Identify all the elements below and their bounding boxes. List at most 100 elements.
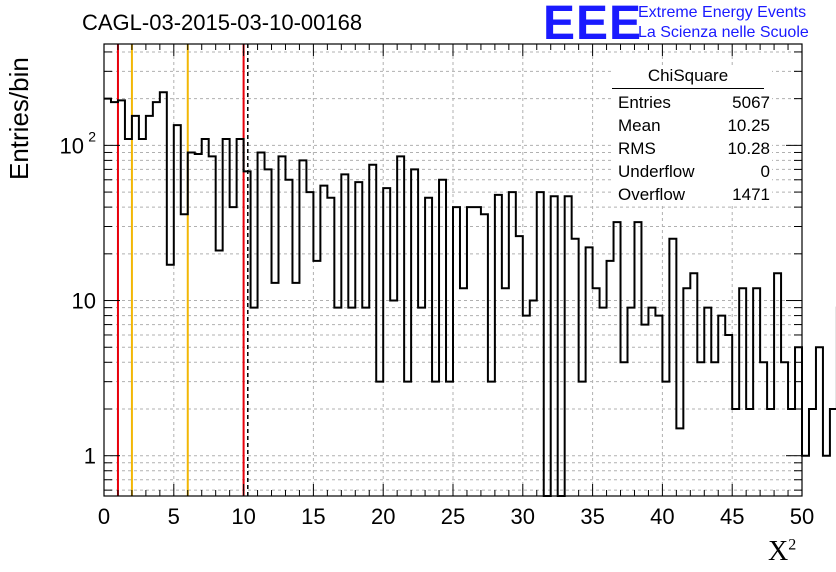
stats-title: ChiSquare (612, 66, 764, 89)
histogram-bin (732, 409, 739, 496)
stats-label: Entries (618, 93, 671, 112)
x-tick-label: 0 (98, 504, 110, 529)
histogram-bin (376, 382, 383, 496)
stats-value: 5067 (732, 93, 770, 112)
x-axis-label: X2 (768, 536, 796, 568)
logo-line-1: Extreme Energy Events (638, 4, 807, 21)
histogram-bin (334, 308, 341, 496)
histogram-bin (614, 222, 621, 496)
histogram-bin (746, 409, 753, 496)
y-tick-label: 10 (72, 289, 96, 314)
histogram-bin (292, 283, 299, 496)
histogram-bin (767, 409, 774, 496)
histogram-bin (285, 180, 292, 496)
stats-label: RMS (618, 139, 656, 158)
histogram-bin (523, 316, 530, 496)
histogram-bin (551, 196, 558, 496)
histogram-bin (502, 288, 509, 496)
histogram-bin (355, 182, 362, 496)
x-tick-label: 25 (441, 504, 465, 529)
histogram-bin (313, 261, 320, 496)
histogram-bin (704, 308, 711, 496)
histogram-bin (118, 100, 125, 496)
histogram-bin (634, 222, 641, 496)
stats-row-overflow: Overflow 1471 (612, 183, 772, 206)
histogram-bin (132, 116, 139, 496)
histogram-bin (530, 301, 537, 496)
stats-label: Underflow (618, 162, 695, 181)
histogram-bin (788, 409, 795, 496)
x-tick-label: 5 (168, 504, 180, 529)
histogram-bin (216, 251, 223, 496)
histogram-bin (579, 382, 586, 496)
histogram-bin (104, 99, 111, 496)
stats-row-underflow: Underflow 0 (612, 160, 772, 183)
histogram-bin (739, 288, 746, 496)
stats-row-entries: Entries 5067 (612, 91, 772, 114)
histogram-bin (586, 247, 593, 496)
histogram-bin (600, 308, 607, 496)
stats-box: ChiSquare Entries 5067 Mean 10.25 RMS 10.28… (612, 66, 772, 206)
histogram-bin (418, 308, 425, 496)
stats-value: 1471 (732, 185, 770, 204)
eee-logo: EEE (543, 0, 643, 50)
histogram-bin (621, 362, 628, 496)
histogram-bin (320, 186, 327, 496)
histogram-bin (628, 308, 635, 496)
x-axis-label-base: X (768, 536, 789, 567)
histogram-bin (802, 456, 809, 496)
histogram-bin (369, 165, 376, 496)
histogram-bin (474, 207, 481, 496)
x-tick-label: 35 (580, 504, 604, 529)
histogram-bin (299, 160, 306, 496)
histogram-bin (537, 192, 544, 496)
histogram-bin (662, 382, 669, 496)
histogram-bin (495, 195, 502, 496)
histogram-bin (481, 214, 488, 496)
histogram-bin (753, 288, 760, 496)
histogram-bin (272, 283, 279, 496)
histogram-bin (509, 192, 516, 496)
stats-value: 10.25 (727, 116, 770, 135)
histogram-bin (146, 116, 153, 496)
histogram-bin (593, 288, 600, 496)
x-axis-label-superscript: 2 (788, 536, 797, 554)
histogram-outline (104, 91, 836, 497)
histogram-bin (167, 265, 174, 496)
stats-label: Mean (618, 116, 661, 135)
stats-row-mean: Mean 10.25 (612, 114, 772, 137)
histogram-bin (265, 169, 272, 496)
histogram-bin (453, 207, 460, 496)
y-tick-label: 10 (60, 133, 84, 158)
x-tick-label: 40 (650, 504, 674, 529)
stats-value: 0 (760, 162, 770, 181)
histogram-bin (432, 382, 439, 496)
histogram-bin (795, 347, 802, 496)
logo-line-2: La Scienza nelle Scuole (638, 24, 809, 41)
histogram-bin (655, 316, 662, 496)
histogram-bin (251, 308, 258, 496)
x-tick-label: 10 (231, 504, 255, 529)
x-tick-label: 20 (371, 504, 395, 529)
histogram-bin (816, 347, 823, 496)
histogram-bin (390, 301, 397, 496)
y-tick-label-exponent: 2 (88, 128, 96, 144)
histogram-bin (683, 288, 690, 496)
histogram-bin (439, 180, 446, 496)
stats-label: Overflow (618, 185, 686, 204)
histogram-bin (181, 214, 188, 496)
histogram-bin (306, 192, 313, 496)
histogram-bin (516, 236, 523, 496)
histogram-bin (488, 382, 495, 496)
histogram-bin (153, 102, 160, 496)
histogram-bin (781, 362, 788, 496)
histogram-bin (565, 196, 572, 496)
histogram-bin (669, 239, 676, 496)
histogram-bin (676, 428, 683, 496)
run-title: CAGL-03-2015-03-10-00168 (82, 10, 363, 35)
x-tick-label: 45 (720, 504, 744, 529)
x-tick-label: 30 (511, 504, 535, 529)
stats-row-rms: RMS 10.28 (612, 137, 772, 160)
histogram-bin (348, 308, 355, 496)
